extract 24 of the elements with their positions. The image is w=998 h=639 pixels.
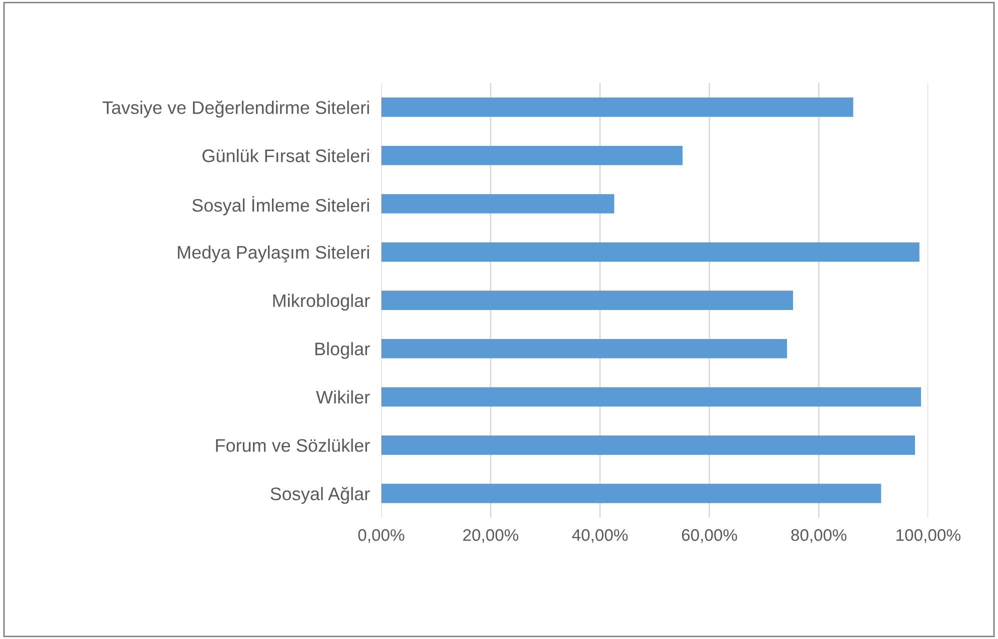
bar bbox=[381, 146, 683, 166]
x-tick-label: 40,00% bbox=[572, 529, 628, 543]
x-tick-label: 0,00% bbox=[358, 529, 404, 543]
bar bbox=[381, 484, 882, 504]
y-tick-label: Sosyal Ağlar bbox=[270, 486, 370, 504]
bar bbox=[381, 290, 794, 310]
bar bbox=[381, 242, 920, 262]
x-tick-label: 20,00% bbox=[463, 529, 518, 543]
x-tick-label: 80,00% bbox=[791, 529, 846, 543]
x-tick-label: 60,00% bbox=[682, 529, 738, 543]
y-tick-label: Bloglar bbox=[315, 342, 370, 359]
bar bbox=[381, 98, 854, 117]
x-tick-label: 100,00% bbox=[896, 529, 960, 543]
y-tick-label: Tavsiye ve Değerlendirme Siteleri bbox=[102, 100, 369, 118]
bar bbox=[381, 436, 916, 455]
bar bbox=[381, 387, 922, 407]
y-tick-label: Medya Paylaşım Siteleri bbox=[178, 246, 369, 262]
y-tick-label: Sosyal İmleme Siteleri bbox=[192, 196, 369, 216]
bar bbox=[381, 194, 614, 214]
y-tick-label: Wikiler bbox=[316, 390, 370, 404]
y-tick-label: Günlük Fırsat Siteleri bbox=[202, 148, 369, 162]
bar bbox=[381, 338, 788, 358]
y-tick-label: Mikrobloglar bbox=[273, 294, 370, 311]
y-tick-label: Forum ve Sözlükler bbox=[216, 438, 370, 452]
